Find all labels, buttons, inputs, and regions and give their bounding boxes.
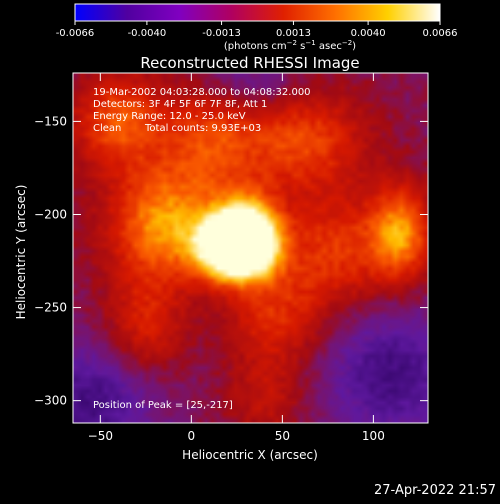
info-line: 19-Mar-2002 04:03:28.000 to 04:08:32.000 — [93, 87, 311, 98]
y-axis-label: Heliocentric Y (arcsec) — [14, 185, 28, 320]
info-block: 19-Mar-2002 04:03:28.000 to 04:08:32.000… — [93, 87, 311, 122]
colorbar-ticks: -0.0066 -0.0040 -0.0013 0.0013 0.0040 0.0066 — [56, 21, 458, 39]
colorbar-tick-label: -0.0040 — [128, 28, 167, 39]
x-axis-ticks: −50 0 50 100 — [88, 73, 385, 443]
y-tick-label: −150 — [34, 114, 67, 128]
x-tick-label: 50 — [275, 429, 290, 443]
x-axis-label: Heliocentric X (arcsec) — [182, 448, 318, 462]
y-tick-label: −200 — [34, 207, 67, 221]
x-tick-label: 0 — [188, 429, 196, 443]
colorbar-tick-label: -0.0013 — [202, 28, 241, 39]
colorbar-tick-label: 0.0066 — [423, 28, 458, 39]
y-axis-ticks: −150 −200 −250 −300 — [34, 114, 428, 408]
clean-label: Clean — [93, 123, 121, 134]
peak-position-label: Position of Peak = [25,-217] — [93, 400, 233, 411]
colorbar — [74, 3, 441, 22]
y-tick-label: −300 — [34, 394, 67, 408]
info-line: Detectors: 3F 4F 5F 6F 7F 8F, Att 1 — [93, 99, 267, 110]
x-tick-label: 100 — [362, 429, 385, 443]
total-counts: Total counts: 9.93E+03 — [144, 123, 261, 134]
chart-title: Reconstructed RHESSI Image — [140, 54, 359, 72]
info-line: Energy Range: 12.0 - 25.0 keV — [93, 111, 246, 122]
colorbar-unit-label: (photons cm−2 s−1 asec−2) — [224, 39, 356, 52]
colorbar-tick-label: -0.0066 — [56, 28, 95, 39]
timestamp: 27-Apr-2022 21:57 — [374, 483, 496, 498]
x-tick-label: −50 — [88, 429, 113, 443]
heatmap-image — [73, 73, 428, 423]
plot-frame — [72, 72, 429, 424]
y-tick-label: −250 — [34, 301, 67, 315]
colorbar-tick-label: 0.0040 — [351, 28, 386, 39]
colorbar-tick-label: 0.0013 — [276, 28, 311, 39]
